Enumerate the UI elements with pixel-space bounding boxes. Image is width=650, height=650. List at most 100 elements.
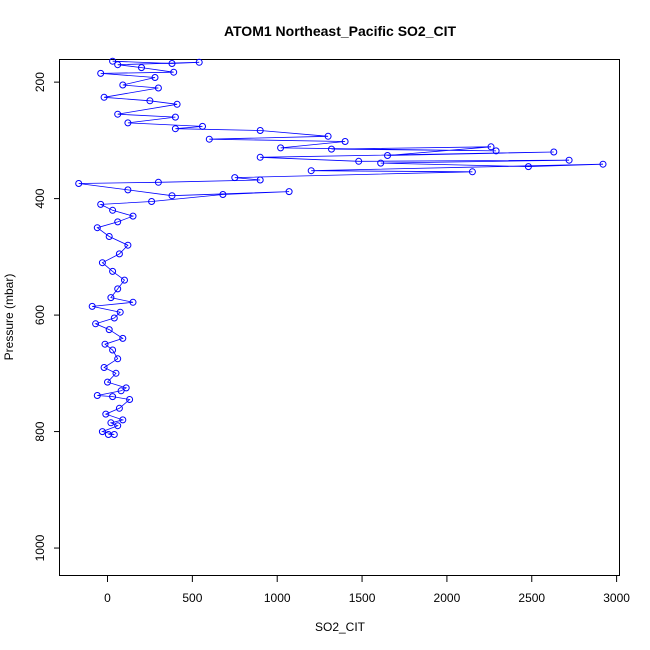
x-tick-label: 500 [182,591,202,605]
data-point [115,250,123,258]
data-point [114,422,122,430]
data-point [119,416,127,424]
data-point [377,159,385,167]
data-point [129,212,137,220]
data-point [122,384,130,392]
plot-frame [59,59,620,576]
data-point [114,110,122,118]
data-point [124,186,132,194]
y-tick-label: 200 [33,72,47,92]
data-point [324,132,332,140]
x-tick-label: 3000 [603,591,630,605]
data-point [341,138,349,145]
data-point [107,294,115,302]
chart-title: ATOM1 Northeast_Pacific SO2_CIT [224,23,457,39]
data-point [565,156,573,164]
data-point [97,69,105,77]
data-point [285,188,293,196]
data-point [121,276,128,284]
x-tick-label: 2000 [434,591,461,605]
data-point [109,267,117,275]
data-point [102,410,110,418]
data-point [468,168,476,176]
data-point [195,58,203,66]
data-point [115,404,123,412]
data-point [105,233,113,240]
data-point [256,127,264,134]
series-line [78,60,604,435]
data-point [256,153,264,161]
data-point [75,180,83,187]
data-point [114,285,122,293]
data-point [355,157,363,165]
x-tick-label: 0 [104,591,111,605]
data-point [138,64,145,72]
data-point [97,200,105,208]
data-point [124,241,132,249]
data-point [168,60,176,67]
x-axis: 0 500 1000 1500 2000 2500 3000 [104,576,630,605]
data-point [277,144,285,152]
data-point [126,396,134,403]
data-point [100,93,108,101]
data-point [173,100,181,108]
data-point [199,122,206,130]
data-point [110,314,118,322]
data-point [524,163,532,171]
x-tick-label: 1000 [264,591,291,605]
data-point [328,145,335,153]
data-point [231,174,239,182]
data-point [88,302,96,310]
data-point [112,369,120,377]
data-point [170,68,178,76]
x-axis-label: SO2_CIT [315,620,366,634]
data-point [101,340,109,348]
data-point [154,84,162,92]
data-point [117,387,125,395]
data-point [109,57,117,65]
data-point [129,298,137,306]
data-point [124,119,132,127]
data-point [98,428,106,436]
x-tick-label: 2500 [518,591,545,605]
data-point [110,431,118,438]
data-point [119,81,127,89]
data-point [492,147,500,155]
y-axis: 200 400 600 800 1000 [33,72,60,561]
data-point [98,259,106,267]
data-point [384,152,391,159]
data-point [168,192,176,200]
data-point [307,167,315,175]
data-point [119,334,127,342]
data-point [146,97,154,105]
data-point [105,326,113,334]
data-point [114,355,122,363]
data-point [109,206,117,214]
data-point [104,378,111,386]
data-point [219,191,227,198]
y-tick-label: 600 [33,305,47,325]
data-point [92,320,100,328]
data-point [148,198,156,205]
y-tick-label: 800 [33,421,47,441]
data-point [116,308,124,316]
data-point [550,148,558,156]
data-point [107,419,115,427]
data-point [109,393,117,401]
data-point [205,135,213,143]
data-point [93,224,101,232]
data-point [114,218,122,226]
data-point [100,364,108,371]
data-point [114,61,122,69]
x-tick-label: 1500 [349,591,376,605]
plot-area [75,57,607,438]
y-tick-label: 400 [33,188,47,208]
data-point [171,113,179,121]
data-point [171,125,179,133]
data-point [154,178,162,186]
data-point [93,392,101,399]
data-point [151,74,159,81]
y-tick-label: 1000 [33,534,47,561]
data-point [599,160,607,168]
